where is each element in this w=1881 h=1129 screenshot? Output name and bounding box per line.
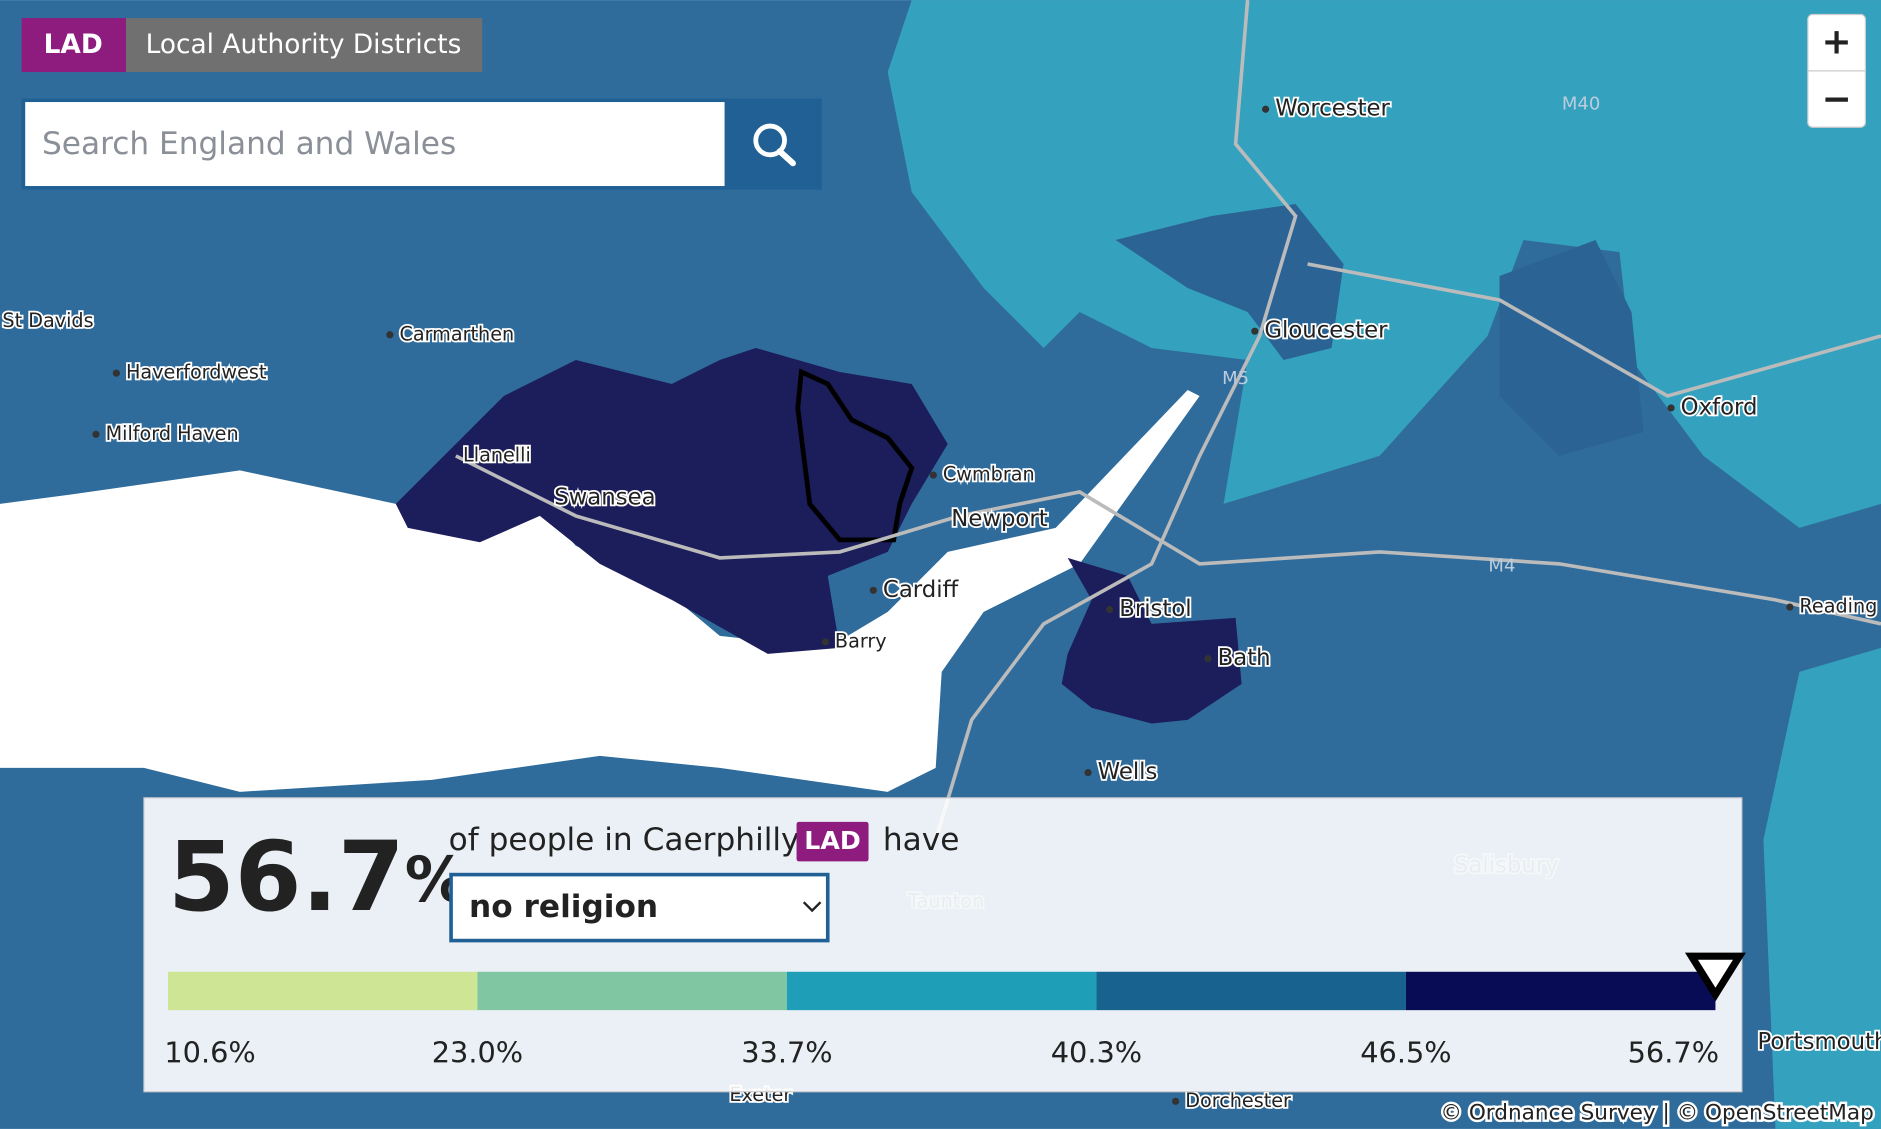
layer-badge bbox=[21, 18, 126, 73]
search-button[interactable] bbox=[725, 98, 822, 190]
legend-break: 56.7% bbox=[1628, 1036, 1719, 1070]
place-dot bbox=[1786, 603, 1794, 611]
place-label: Oxford bbox=[1681, 394, 1758, 420]
topic-selection[interactable]: no religion bbox=[469, 889, 658, 925]
search-placeholder[interactable]: Search England and Wales bbox=[42, 126, 456, 162]
place-label: St Davids bbox=[2, 309, 93, 332]
legend-break: 23.0% bbox=[432, 1036, 523, 1070]
legend-segment bbox=[786, 971, 1097, 1011]
selected-area bbox=[795, 368, 915, 543]
place-dot bbox=[821, 638, 829, 646]
place-dot bbox=[929, 471, 937, 479]
place-label: Bath bbox=[1218, 645, 1271, 671]
info-panel bbox=[143, 797, 1743, 1093]
sentence-start: of people in Caerphilly bbox=[449, 822, 800, 858]
region-mid bbox=[1499, 240, 1644, 456]
legend-break: 10.6% bbox=[164, 1036, 255, 1070]
zoom-out[interactable]: − bbox=[1822, 79, 1852, 120]
place-dot bbox=[1251, 327, 1259, 335]
search-icon bbox=[776, 148, 796, 167]
legend-segment bbox=[167, 971, 478, 1011]
legend-segment bbox=[1405, 971, 1716, 1011]
place-dot bbox=[1106, 605, 1114, 614]
attribution: © Ordnance Survey | © OpenStreetMap bbox=[1440, 1100, 1873, 1125]
layer-name[interactable]: Local Authority Districts bbox=[146, 30, 462, 60]
road-label: M4 bbox=[1488, 555, 1515, 576]
sea bbox=[0, 389, 1200, 792]
place-dot bbox=[386, 331, 394, 339]
legend-segment bbox=[477, 971, 787, 1011]
place-label: Swansea bbox=[554, 484, 655, 510]
place-dot bbox=[112, 369, 120, 377]
place-label: Wells bbox=[1098, 759, 1158, 785]
layer-name-box[interactable] bbox=[125, 18, 483, 73]
topic-select[interactable] bbox=[449, 872, 830, 943]
legend-break: 33.7% bbox=[741, 1036, 832, 1070]
place-label: Portsmouth bbox=[1757, 1029, 1881, 1055]
layer-badge-text: LAD bbox=[44, 30, 103, 60]
road-label: M5 bbox=[1222, 368, 1249, 389]
place-label: Carmarthen bbox=[399, 322, 514, 345]
road-line bbox=[1307, 262, 1881, 398]
place-dot bbox=[1667, 404, 1675, 412]
place-dot bbox=[1204, 655, 1212, 663]
sentence-end: have bbox=[883, 822, 960, 858]
place-label: Haverfordwest bbox=[126, 361, 267, 384]
place-label: Reading bbox=[1799, 595, 1877, 618]
legend-segment bbox=[1096, 971, 1406, 1011]
road-line bbox=[455, 454, 1881, 626]
value-marker bbox=[1684, 952, 1746, 1002]
place-dot bbox=[1172, 1097, 1180, 1105]
place-dot bbox=[1261, 105, 1270, 113]
place-label: Newport bbox=[951, 506, 1047, 532]
legend-break: 46.5% bbox=[1360, 1036, 1451, 1070]
road-line bbox=[933, 0, 1298, 841]
place-label: Worcester bbox=[1275, 96, 1390, 122]
place-label: Bristol bbox=[1119, 596, 1191, 622]
place-label: Barry bbox=[835, 629, 887, 652]
road-label: M40 bbox=[1562, 93, 1600, 114]
place-dot bbox=[1084, 769, 1092, 777]
place-label: Gloucester bbox=[1264, 318, 1388, 344]
value: 56.7 bbox=[168, 822, 405, 934]
region-navy bbox=[1061, 557, 1242, 724]
panel-badge bbox=[796, 821, 869, 862]
place-label: Cardiff bbox=[883, 577, 960, 603]
place-dot bbox=[92, 430, 100, 438]
place-label: Milford Haven bbox=[106, 422, 239, 445]
search-icon bbox=[753, 123, 787, 158]
place-label: Cwmbran bbox=[943, 463, 1035, 486]
panel-badge-text: LAD bbox=[804, 826, 860, 855]
region-teal bbox=[887, 0, 1881, 528]
select-arrow bbox=[802, 901, 822, 913]
zoom-in[interactable]: + bbox=[1822, 21, 1852, 62]
place-dot bbox=[869, 586, 877, 594]
place-label: Llanelli bbox=[463, 443, 531, 466]
region-teal bbox=[1763, 647, 1881, 1129]
legend-break: 40.3% bbox=[1051, 1036, 1142, 1070]
